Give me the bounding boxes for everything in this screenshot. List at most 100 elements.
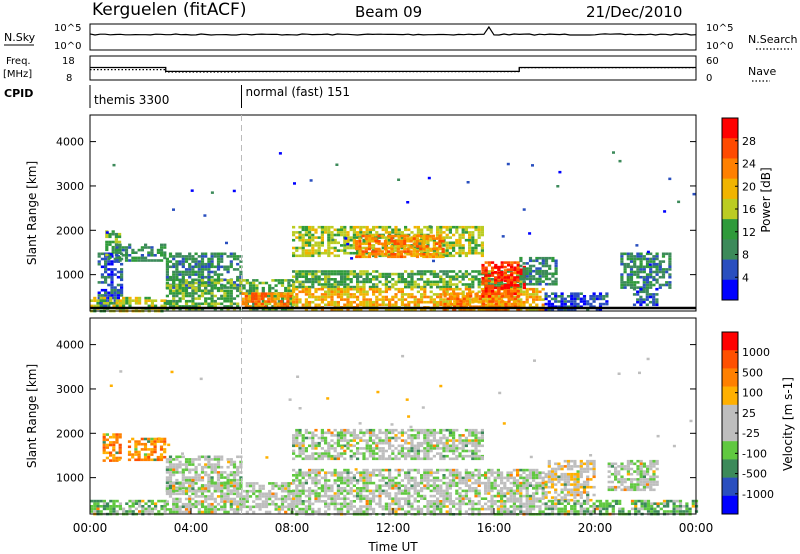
- heatmap-cell: [416, 444, 420, 448]
- heatmap-cell: [388, 431, 392, 435]
- heatmap-cell: [410, 507, 414, 511]
- heatmap-cell: [407, 479, 411, 482]
- heatmap-cell: [356, 272, 360, 276]
- heatmap-cell: [448, 285, 452, 289]
- heatmap-cell: [541, 259, 545, 263]
- heatmap-cell: [623, 281, 627, 284]
- heatmap-cell: [649, 270, 653, 274]
- heatmap-cell: [658, 270, 662, 274]
- heatmap-cell: [409, 237, 413, 240]
- heatmap-cell: [378, 471, 382, 474]
- heatmap-cell: [368, 303, 372, 307]
- heatmap-cell: [550, 308, 555, 311]
- heatmap-cell: [493, 290, 497, 294]
- heatmap-cell: [115, 510, 119, 513]
- heatmap-cell: [134, 251, 138, 254]
- heatmap-cell: [216, 484, 221, 488]
- heatmap-cell: [330, 500, 334, 503]
- heatmap-cell: [442, 270, 446, 273]
- heatmap-cell: [344, 237, 348, 240]
- heatmap-cell: [484, 274, 488, 277]
- heatmap-cell: [175, 489, 179, 492]
- heatmap-cell: [308, 278, 312, 281]
- heatmap-cell: [284, 510, 288, 514]
- heatmap-cell: [410, 272, 414, 276]
- heatmap-cell: [461, 434, 465, 437]
- heatmap-cell: [120, 286, 124, 289]
- heatmap-cell: [105, 240, 109, 244]
- heatmap-cell: [140, 442, 144, 446]
- heatmap-cell: [500, 286, 504, 290]
- heatmap-cell: [541, 269, 545, 273]
- heatmap-cell: [381, 272, 385, 276]
- heatmap-cell: [442, 280, 446, 284]
- heatmap-cell: [261, 502, 265, 506]
- heatmap-cell: [93, 304, 97, 308]
- heatmap-cell: [374, 252, 378, 256]
- heatmap-cell: [175, 299, 179, 303]
- heatmap-cell: [144, 259, 148, 262]
- heatmap-cell: [448, 278, 452, 281]
- heatmap-cell: [419, 245, 423, 248]
- heatmap-cell: [210, 260, 214, 263]
- beam-title: Beam 09: [355, 3, 422, 21]
- heatmap-cell: [113, 301, 117, 305]
- heatmap-cell: [178, 279, 182, 282]
- heatmap-cell: [368, 447, 372, 450]
- heatmap-cell: [420, 449, 424, 453]
- heatmap-cell: [204, 505, 208, 509]
- heatmap-cell: [491, 300, 495, 303]
- heatmap-cell: [260, 292, 264, 295]
- heatmap-cell: [346, 278, 350, 281]
- heatmap-cell: [280, 297, 285, 300]
- heatmap-cell: [639, 303, 643, 307]
- heatmap-cell: [384, 290, 388, 294]
- heatmap-cell: [439, 447, 443, 450]
- heatmap-cell: [461, 246, 465, 250]
- heatmap-cell: [277, 484, 281, 488]
- heatmap-cell: [620, 283, 624, 287]
- heatmap-cell: [645, 273, 650, 276]
- heatmap-cell: [397, 468, 401, 472]
- heatmap-cell: [516, 266, 520, 270]
- heatmap-cell: [374, 247, 378, 251]
- heatmap-cell: [197, 473, 201, 477]
- heatmap-cell: [340, 471, 344, 474]
- power-colorbar-tick: 8: [742, 249, 749, 262]
- heatmap-cell: [362, 280, 366, 284]
- heatmap-cell: [150, 246, 154, 249]
- heatmap-cell: [655, 273, 659, 276]
- heatmap-cell: [404, 308, 408, 312]
- heatmap-cell: [623, 283, 627, 287]
- heatmap-cell: [442, 285, 446, 289]
- heatmap-cell: [500, 276, 504, 279]
- heatmap-cell: [220, 476, 224, 479]
- heatmap-cell: [308, 507, 312, 511]
- heatmap-cell: [320, 484, 324, 487]
- heatmap-cell: [429, 500, 433, 503]
- heatmap-cell: [487, 289, 491, 293]
- heatmap-cell: [304, 300, 308, 304]
- heatmap-cell: [468, 428, 472, 432]
- heatmap-cell: [229, 294, 233, 298]
- heatmap-cell: [118, 251, 122, 254]
- heatmap-cell: [480, 431, 484, 435]
- heatmap-cell: [455, 457, 459, 461]
- heatmap-cell: [330, 278, 334, 281]
- heatmap-cell: [359, 494, 363, 498]
- heatmap-cell: [268, 284, 272, 287]
- heatmap-cell: [147, 246, 151, 249]
- heatmap-cell: [397, 497, 401, 500]
- heatmap-cell: [372, 434, 376, 437]
- heatmap-cell: [589, 302, 593, 306]
- heatmap-cell: [165, 257, 169, 261]
- heatmap-cell: [320, 428, 324, 432]
- heatmap-cell: [423, 249, 427, 252]
- heatmap-cell: [242, 500, 246, 503]
- heatmap-cell: [528, 232, 532, 235]
- power-colorbar-tick: 16: [742, 203, 756, 216]
- heatmap-cell: [442, 449, 446, 453]
- heatmap-cell: [343, 293, 347, 296]
- heatmap-cell: [308, 290, 312, 294]
- heatmap-cell: [556, 185, 560, 188]
